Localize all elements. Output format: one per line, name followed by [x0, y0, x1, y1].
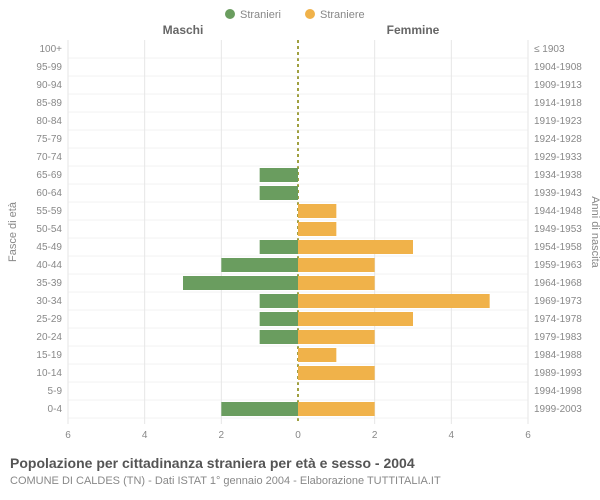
birth-label: 1994-1998 — [534, 386, 582, 397]
bar-male — [260, 240, 298, 254]
x-tick: 4 — [449, 430, 455, 441]
age-label: 50-54 — [36, 224, 62, 235]
birth-label: 1979-1983 — [534, 332, 582, 343]
birth-label: 1929-1933 — [534, 152, 582, 163]
bar-female — [298, 240, 413, 254]
panel-label-right: Femmine — [387, 23, 440, 37]
birth-label: 1964-1968 — [534, 278, 582, 289]
birth-label: 1904-1908 — [534, 62, 582, 73]
bar-male — [260, 168, 298, 182]
bar-male — [260, 312, 298, 326]
x-tick: 6 — [525, 430, 531, 441]
x-tick: 4 — [142, 430, 148, 441]
age-label: 95-99 — [36, 62, 62, 73]
bar-female — [298, 258, 375, 272]
age-label: 30-34 — [36, 296, 62, 307]
birth-label: 1974-1978 — [534, 314, 582, 325]
bar-male — [183, 276, 298, 290]
age-label: 25-29 — [36, 314, 62, 325]
age-label: 60-64 — [36, 188, 62, 199]
birth-label: 1934-1938 — [534, 170, 582, 181]
bar-female — [298, 276, 375, 290]
birth-label: 1984-1988 — [534, 350, 582, 361]
x-tick: 2 — [219, 430, 225, 441]
y-right-label: Anni di nascita — [589, 196, 600, 268]
age-label: 40-44 — [36, 260, 62, 271]
age-label: 5-9 — [48, 386, 63, 397]
bar-male — [260, 330, 298, 344]
panel-label-left: Maschi — [163, 23, 204, 37]
birth-label: 1939-1943 — [534, 188, 582, 199]
bar-female — [298, 330, 375, 344]
age-label: 80-84 — [36, 116, 62, 127]
bar-male — [260, 186, 298, 200]
birth-label: 1914-1918 — [534, 98, 582, 109]
birth-label: 1919-1923 — [534, 116, 582, 127]
chart-title: Popolazione per cittadinanza straniera p… — [10, 455, 415, 471]
bar-female — [298, 204, 336, 218]
chart-subtitle: COMUNE DI CALDES (TN) - Dati ISTAT 1° ge… — [10, 475, 441, 487]
y-left-label: Fasce di età — [7, 201, 19, 262]
age-label: 10-14 — [36, 368, 62, 379]
birth-label: 1944-1948 — [534, 206, 582, 217]
legend-label: Stranieri — [240, 9, 281, 21]
x-tick: 6 — [65, 430, 71, 441]
bar-female — [298, 312, 413, 326]
age-label: 75-79 — [36, 134, 62, 145]
bar-male — [221, 258, 298, 272]
birth-label: 1959-1963 — [534, 260, 582, 271]
age-label: 20-24 — [36, 332, 62, 343]
age-label: 35-39 — [36, 278, 62, 289]
age-label: 0-4 — [48, 404, 63, 415]
birth-label: 1999-2003 — [534, 404, 582, 415]
birth-label: 1909-1913 — [534, 80, 582, 91]
bar-female — [298, 366, 375, 380]
birth-label: 1954-1958 — [534, 242, 582, 253]
bar-female — [298, 294, 490, 308]
x-tick: 2 — [372, 430, 378, 441]
age-label: 85-89 — [36, 98, 62, 109]
age-label: 15-19 — [36, 350, 62, 361]
bar-female — [298, 402, 375, 416]
age-label: 90-94 — [36, 80, 62, 91]
age-label: 55-59 — [36, 206, 62, 217]
age-label: 65-69 — [36, 170, 62, 181]
x-tick: 0 — [295, 430, 301, 441]
bar-female — [298, 348, 336, 362]
bar-female — [298, 222, 336, 236]
birth-label: ≤ 1903 — [534, 44, 565, 55]
birth-label: 1989-1993 — [534, 368, 582, 379]
legend-label: Straniere — [320, 9, 365, 21]
age-label: 70-74 — [36, 152, 62, 163]
birth-label: 1924-1928 — [534, 134, 582, 145]
age-label: 45-49 — [36, 242, 62, 253]
population-pyramid: Stranieri Straniere Maschi Femmine 0 2 2 4 4 6 6 10… — [0, 0, 600, 500]
birth-label: 1949-1953 — [534, 224, 582, 235]
bar-male — [221, 402, 298, 416]
age-label: 100+ — [39, 44, 62, 55]
bar-male — [260, 294, 298, 308]
birth-label: 1969-1973 — [534, 296, 582, 307]
